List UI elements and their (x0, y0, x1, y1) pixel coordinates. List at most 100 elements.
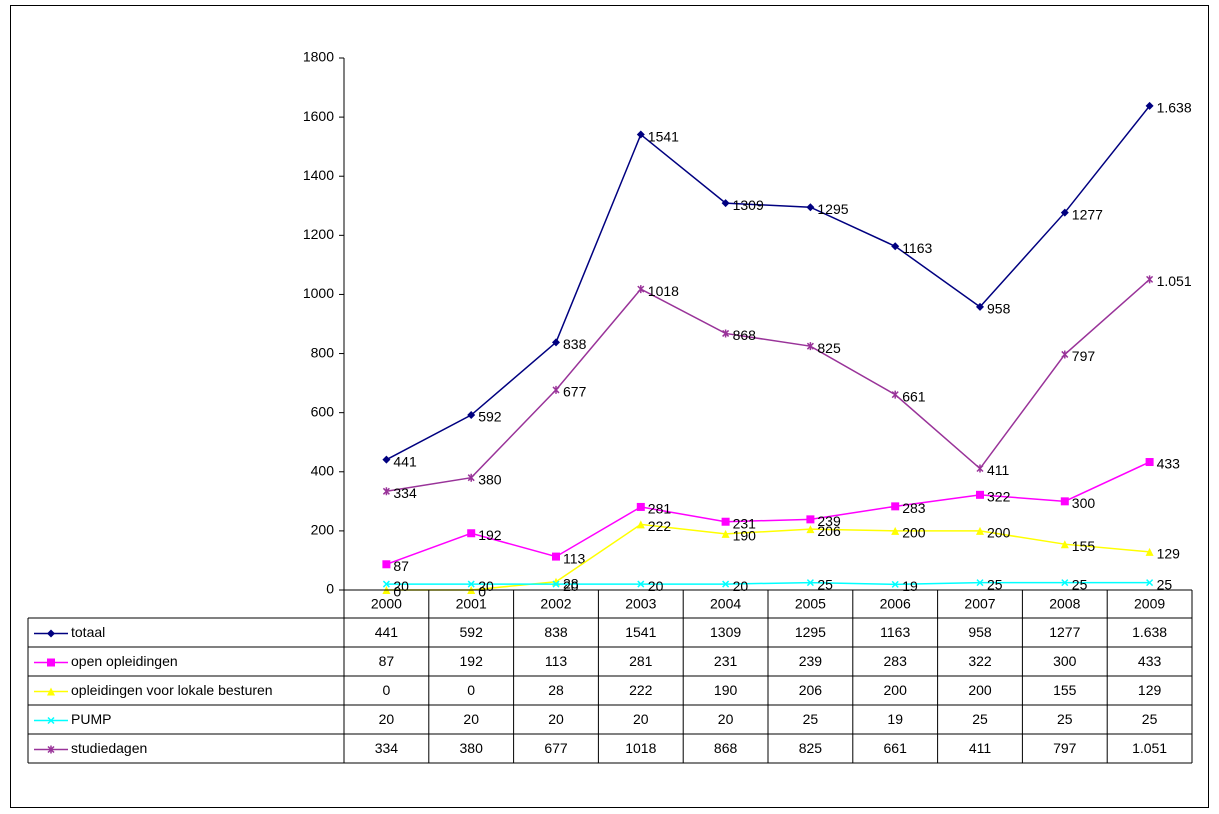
marker (382, 455, 391, 464)
marker (637, 285, 645, 294)
data-label: 411 (987, 462, 1010, 478)
table-cell: 231 (714, 653, 738, 669)
table-cell: 1295 (795, 624, 826, 640)
legend-marker (47, 629, 55, 638)
x-tick-label: 2009 (1134, 596, 1165, 612)
table-cell: 20 (463, 711, 479, 727)
y-tick-label: 1400 (303, 167, 334, 183)
data-label: 20 (563, 578, 579, 594)
data-label: 433 (1157, 456, 1181, 472)
marker (806, 515, 815, 524)
table-cell: 322 (968, 653, 992, 669)
marker (1061, 579, 1069, 587)
marker (1060, 540, 1069, 549)
x-tick-label: 2001 (456, 596, 487, 612)
data-label: 25 (987, 576, 1003, 592)
table-cell: 25 (972, 711, 988, 727)
data-label: 300 (1072, 495, 1096, 511)
marker (467, 473, 475, 482)
x-tick-label: 2000 (371, 596, 402, 612)
marker (976, 579, 984, 587)
data-label: 19 (902, 578, 918, 594)
chart-frame (10, 5, 1209, 808)
table-cell: 661 (884, 740, 908, 756)
table-cell: 1163 (880, 624, 910, 640)
y-tick-label: 400 (311, 462, 335, 478)
marker (891, 580, 899, 588)
marker (722, 329, 730, 338)
data-label: 20 (393, 578, 409, 594)
table-cell: 25 (1142, 711, 1158, 727)
marker (637, 580, 645, 588)
marker (806, 579, 814, 587)
table-cell: 1309 (710, 624, 741, 640)
legend-marker (47, 687, 55, 696)
table-cell: 200 (884, 682, 908, 698)
legend-label: opleidingen voor lokale besturen (71, 682, 273, 698)
data-label: 87 (393, 558, 409, 574)
data-label: 1295 (817, 201, 848, 217)
legend-label: PUMP (71, 711, 111, 727)
table-cell: 129 (1138, 682, 1162, 698)
table-cell: 1018 (625, 740, 656, 756)
data-label: 592 (478, 409, 502, 425)
marker (552, 580, 560, 588)
data-label: 25 (817, 576, 833, 592)
table-cell: 441 (375, 624, 399, 640)
x-tick-label: 2007 (964, 596, 995, 612)
y-tick-label: 200 (311, 522, 335, 538)
data-label: 1.051 (1157, 273, 1192, 289)
table-cell: 200 (968, 682, 992, 698)
table-cell: 300 (1053, 653, 1077, 669)
table-cell: 1541 (625, 624, 656, 640)
legend-marker (47, 658, 55, 667)
marker (382, 487, 390, 496)
series-line (386, 523, 1150, 591)
marker (1145, 547, 1154, 556)
table-cell: 825 (799, 740, 823, 756)
table-cell: 113 (545, 653, 568, 669)
data-label: 1309 (733, 197, 764, 213)
data-label: 380 (478, 471, 502, 487)
data-label: 129 (1157, 546, 1181, 562)
marker (382, 560, 391, 569)
y-tick-label: 1200 (303, 226, 334, 242)
table-cell: 222 (629, 682, 653, 698)
legend-label: studiedagen (71, 740, 147, 756)
marker (806, 525, 815, 534)
y-tick-label: 1000 (303, 285, 334, 301)
data-label: 797 (1072, 348, 1096, 364)
x-tick-label: 2002 (540, 596, 571, 612)
table-cell: 239 (799, 653, 823, 669)
marker (976, 302, 984, 311)
table-cell: 25 (803, 711, 819, 727)
marker (976, 526, 984, 535)
legend-label: open opleidingen (71, 653, 178, 669)
table-cell: 206 (799, 682, 823, 698)
table-cell: 0 (383, 682, 391, 698)
table-cell: 797 (1053, 740, 1077, 756)
series-line (386, 581, 1150, 586)
data-label: 200 (987, 525, 1011, 541)
marker (1146, 275, 1154, 284)
marker (721, 529, 730, 538)
table-cell: 20 (379, 711, 395, 727)
marker (806, 342, 814, 351)
marker (552, 552, 560, 561)
x-tick-label: 2003 (625, 596, 656, 612)
data-label: 838 (563, 336, 587, 352)
x-tick-label: 2008 (1049, 596, 1080, 612)
data-label: 206 (817, 523, 841, 539)
marker (1060, 208, 1069, 217)
marker (1146, 579, 1154, 587)
table-cell: 838 (544, 624, 568, 640)
data-label: 281 (648, 501, 672, 517)
data-label: 231 (733, 515, 757, 531)
marker (891, 390, 899, 399)
data-label: 0 (478, 584, 486, 600)
data-label: 958 (987, 301, 1011, 317)
data-label: 192 (478, 527, 502, 543)
data-label: 1277 (1072, 206, 1103, 222)
marker (721, 517, 730, 526)
